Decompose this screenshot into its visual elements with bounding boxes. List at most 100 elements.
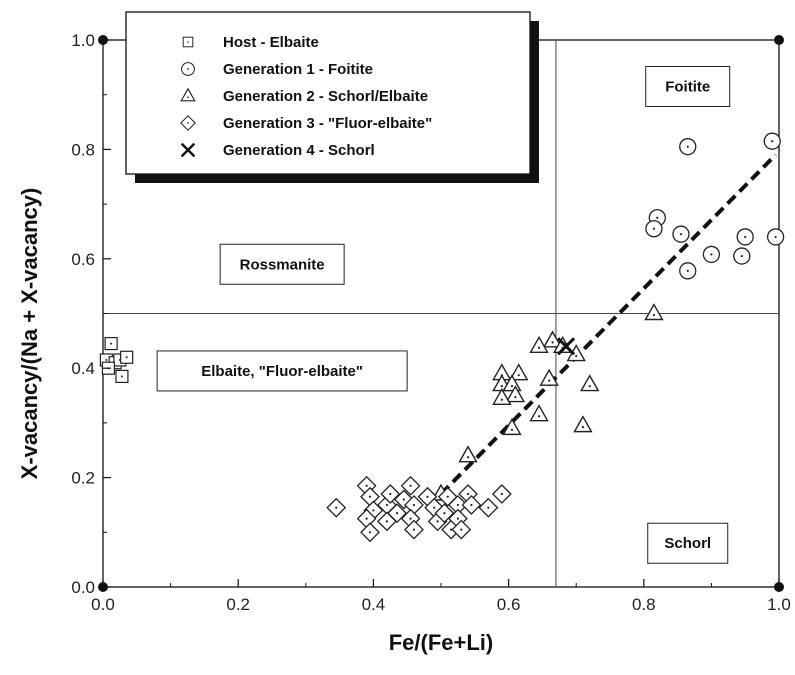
marker-dot	[335, 506, 338, 509]
y-tick-label: 0.4	[71, 359, 95, 378]
data-point-circle	[733, 247, 751, 265]
legend-marker	[181, 62, 195, 76]
marker-dot	[686, 145, 689, 148]
marker-dot	[409, 517, 412, 520]
x-stroke	[556, 337, 576, 356]
marker-dot	[446, 495, 449, 498]
data-point-circle	[702, 245, 721, 264]
field-labels: Foitite Rossmanite Elbaite, "Fluor-elbaite…	[156, 65, 731, 564]
data-point-diamond	[326, 497, 347, 518]
legend-label: Generation 2 - Schorl/Elbaite	[223, 88, 428, 105]
triangle-marker	[180, 87, 196, 102]
data-point-square	[115, 369, 129, 384]
triangle-marker	[509, 363, 529, 381]
data-point-triangle	[502, 417, 522, 436]
marker-dot	[470, 503, 473, 507]
y-tick-label: 0.8	[71, 140, 95, 159]
x-tick-label: 0.6	[497, 595, 521, 614]
triangle-marker	[529, 335, 549, 354]
legend: Host - Elbaite Generation 1 - Foitite Gene…	[125, 11, 539, 183]
marker-dot	[365, 517, 368, 520]
x-tick-label: 0.2	[226, 595, 250, 614]
marker-dot	[740, 254, 743, 258]
marker-dot	[710, 253, 713, 256]
legend-marker	[180, 87, 196, 102]
marker-dot	[187, 122, 189, 124]
data-points	[99, 132, 785, 543]
marker-dot	[389, 492, 392, 496]
marker-dot	[105, 358, 108, 361]
data-point-circle	[645, 220, 663, 238]
trend-line-dashed	[439, 153, 778, 496]
marker-dot	[120, 375, 123, 378]
marker-dot	[187, 96, 189, 99]
triangle-marker	[539, 368, 559, 386]
field-label-box	[647, 522, 729, 564]
marker-dot	[426, 495, 429, 498]
marker-dot	[500, 398, 503, 401]
marker-dot	[652, 313, 656, 317]
legend-symbol-circle	[181, 62, 195, 76]
data-point-triangle	[509, 363, 529, 381]
data-point-square	[120, 350, 134, 364]
triangle-marker	[580, 374, 600, 392]
field-label: Schorl	[664, 535, 711, 552]
legend-symbol-x	[180, 142, 196, 158]
marker-dot	[433, 506, 436, 509]
legend-symbol-triangle	[180, 87, 196, 102]
y-tick-label: 1.0	[71, 31, 95, 50]
data-point-x	[556, 337, 576, 356]
data-point-diamond	[491, 484, 512, 504]
x-stroke	[180, 142, 196, 158]
data-point-triangle	[458, 445, 478, 463]
marker-dot	[500, 385, 503, 388]
marker-dot	[656, 216, 659, 219]
marker-dot	[456, 503, 459, 507]
marker-dot	[510, 385, 514, 388]
data-point-diamond	[360, 522, 380, 543]
marker-dot	[537, 346, 541, 349]
legend-box	[125, 11, 531, 175]
triangle-marker	[573, 415, 593, 433]
marker-dot	[402, 498, 405, 501]
marker-dot	[409, 484, 412, 487]
marker-dot	[771, 140, 774, 143]
legend-marker	[180, 142, 196, 158]
triangle-marker	[529, 404, 549, 422]
field-label-box	[156, 350, 408, 392]
data-point-triangle	[542, 330, 563, 348]
data-point-circle	[766, 228, 785, 246]
marker-dot	[395, 512, 399, 515]
legend-marker	[180, 115, 196, 131]
marker-dot	[744, 235, 747, 239]
data-point-circle	[672, 225, 690, 243]
trend-line	[439, 153, 778, 496]
marker-dot	[679, 233, 683, 236]
marker-dot	[514, 395, 517, 399]
field-label: Elbaite, "Fluor-elbaite"	[201, 363, 363, 380]
data-point-triangle	[492, 387, 512, 405]
y-tick-label: 0.0	[71, 578, 95, 597]
data-point-diamond	[451, 519, 472, 540]
data-point-triangle	[566, 344, 586, 362]
marker-dot	[575, 354, 578, 358]
marker-dot	[652, 227, 656, 230]
marker-dot	[412, 503, 416, 507]
triangle-marker	[505, 385, 526, 403]
marker-dot	[372, 509, 375, 512]
y-axis-title: X-vacancy/(Na + X-vacancy)	[17, 188, 42, 480]
marker-dot	[517, 374, 520, 377]
marker-dot	[500, 492, 503, 496]
triangle-marker	[542, 330, 563, 348]
data-point-diamond	[400, 475, 421, 496]
marker-dot	[581, 426, 585, 429]
marker-dot	[187, 68, 189, 70]
field-label: Rossmanite	[240, 256, 325, 273]
y-tick-label: 0.6	[71, 250, 95, 269]
marker-dot	[368, 495, 372, 498]
marker-dot	[368, 531, 372, 534]
data-point-diamond	[434, 503, 455, 524]
data-point-diamond	[387, 503, 407, 524]
field-boundaries	[103, 40, 779, 587]
